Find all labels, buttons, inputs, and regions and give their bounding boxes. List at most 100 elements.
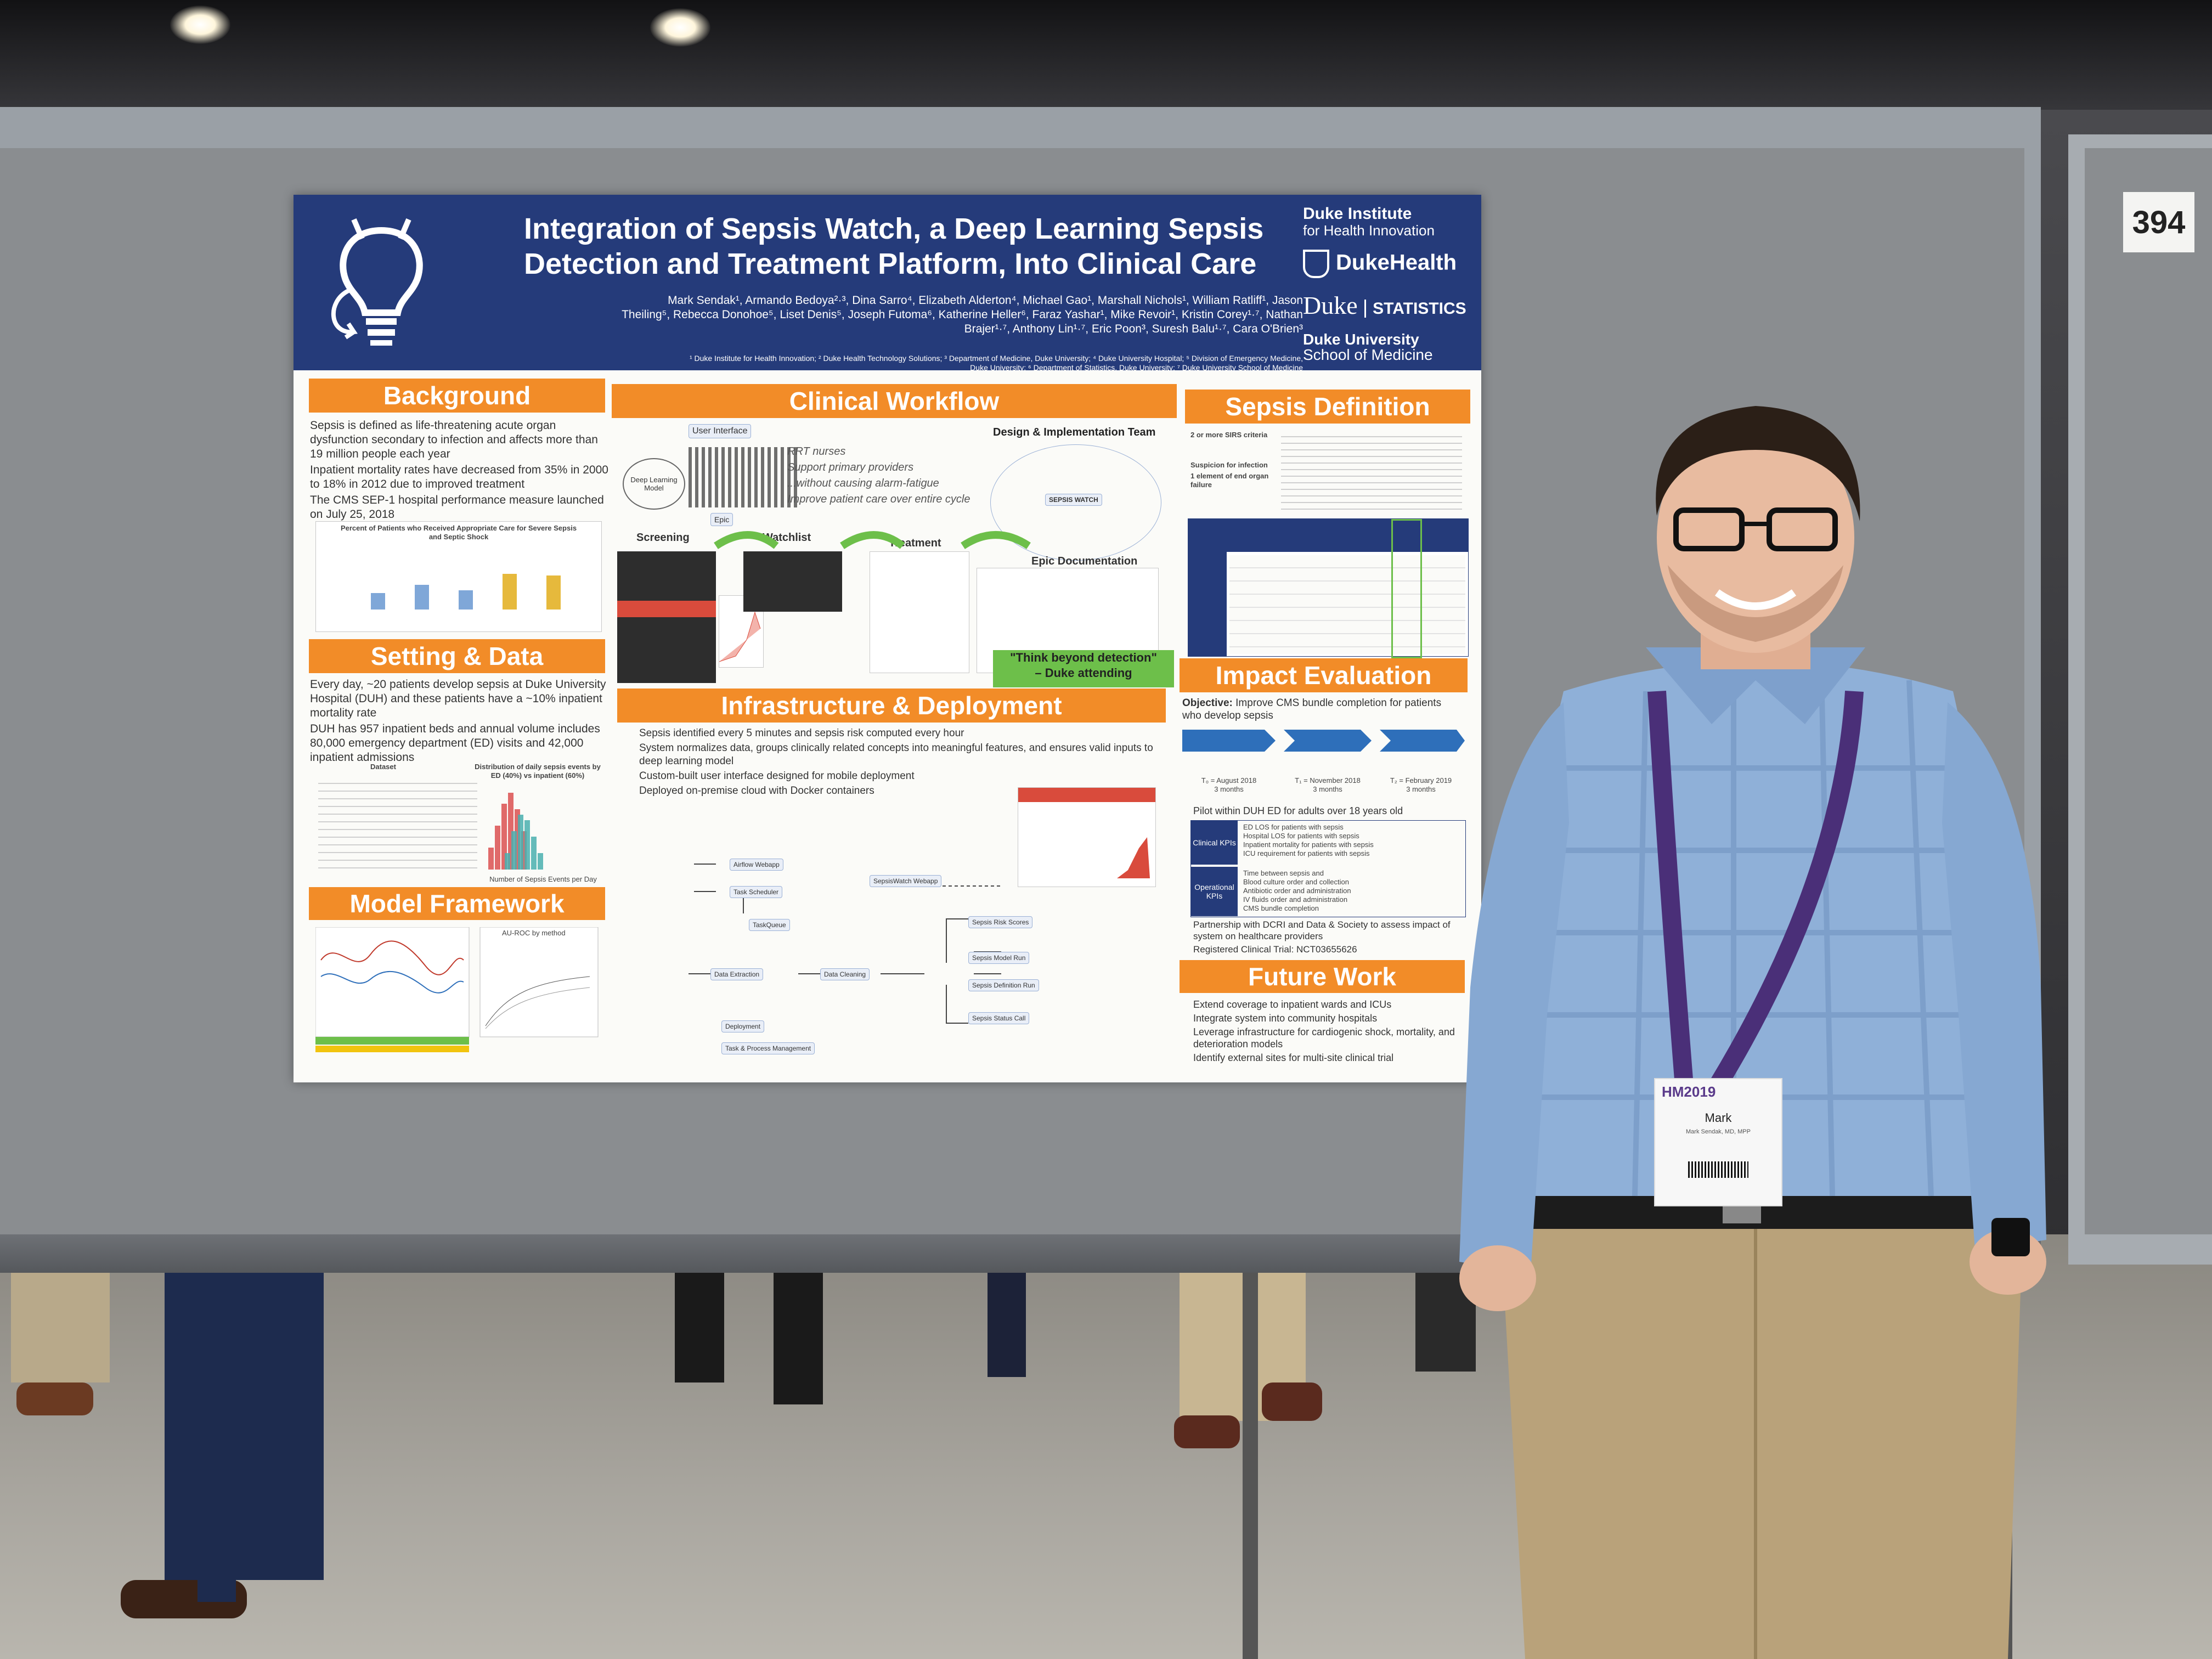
logo-school-of-medicine: Duke University School of Medicine bbox=[1303, 332, 1433, 363]
badge-full-name: Mark Sendak, MD, MPP bbox=[1686, 1128, 1751, 1135]
logo-subtext: STATISTICS bbox=[1364, 300, 1466, 318]
bullet: Leverage infrastructure for cardiogenic … bbox=[1193, 1026, 1455, 1049]
setting-bullets: Every day, ~20 patients develop sepsis a… bbox=[310, 678, 609, 766]
heading-model-framework: Model Framework bbox=[309, 887, 605, 920]
affiliations-line: ¹ Duke Institute for Health Innovation; … bbox=[689, 354, 1303, 363]
chart-bar bbox=[371, 593, 385, 610]
logo-text: Duke bbox=[1303, 291, 1358, 319]
stage-epic-documentation: Epic Documentation bbox=[1031, 555, 1138, 567]
heading-clinical-workflow: Clinical Workflow bbox=[612, 384, 1177, 418]
duke-shield-icon bbox=[1303, 250, 1329, 278]
node-sepsis-model-run: Sepsis Model Run bbox=[968, 952, 1030, 964]
team-diagram bbox=[990, 444, 1161, 561]
node-data-cleaning: Data Cleaning bbox=[820, 968, 870, 980]
staff-icon-grid bbox=[689, 447, 798, 507]
kpi-box: Clinical KPIs ED LOS for patients with s… bbox=[1190, 820, 1466, 917]
bullet: DUH has 957 inpatient beds and annual vo… bbox=[310, 723, 600, 764]
node-sepsis-definition-run: Sepsis Definition Run bbox=[968, 979, 1039, 991]
affiliations-line: Duke University; ⁶ Department of Statist… bbox=[970, 363, 1303, 372]
kpi-item: Time between sepsis and bbox=[1243, 869, 1324, 877]
node-task-scheduler: Task Scheduler bbox=[730, 886, 783, 898]
heading-background: Background bbox=[309, 379, 605, 413]
node-task-management: Task & Process Management bbox=[721, 1042, 815, 1054]
ceiling-light bbox=[650, 8, 710, 47]
background-bullets: Sepsis is defined as life-threatening ac… bbox=[310, 419, 609, 523]
timeline-chevrons bbox=[1182, 730, 1465, 752]
bullet: Extend coverage to inpatient wards and I… bbox=[1193, 999, 1392, 1010]
phone-chart bbox=[1117, 837, 1150, 878]
definition-criteria-list bbox=[1281, 431, 1462, 513]
operational-kpis-label: Operational KPIs bbox=[1191, 867, 1238, 916]
logo-subtext: for Health Innovation bbox=[1303, 222, 1435, 239]
bullet: Registered Clinical Trial: NCT03655626 bbox=[1193, 944, 1357, 955]
goal-rrt: RRT nurses bbox=[787, 445, 846, 458]
future-bullets: Extend coverage to inpatient wards and I… bbox=[1193, 998, 1468, 1065]
node-sepsis-risk-scores: Sepsis Risk Scores bbox=[968, 916, 1033, 928]
bullet: Deployed on-premise cloud with Docker co… bbox=[639, 785, 874, 797]
workflow-goals: RRT nurses Support primary providers ...… bbox=[787, 444, 985, 508]
authors-line: Mark Sendak¹, Armando Bedoya²·³, Dina Sa… bbox=[668, 294, 1303, 307]
sepsis-watch-node: SEPSIS WATCH bbox=[1045, 494, 1102, 506]
kpi-item: IV fluids order and administration bbox=[1243, 895, 1348, 904]
impact-pilot: Pilot within DUH ED for adults over 18 y… bbox=[1193, 805, 1403, 816]
user-interface-box: User Interface bbox=[689, 424, 752, 438]
sepsis-histogram bbox=[488, 793, 543, 870]
node-sepsis-status-call: Sepsis Status Call bbox=[968, 1012, 1030, 1024]
table-cells bbox=[1229, 555, 1465, 654]
kpi-item: Blood culture order and collection bbox=[1243, 878, 1349, 886]
logo-text: DukeHealth bbox=[1336, 250, 1457, 275]
background-chart: Percent of Patients who Received Appropr… bbox=[315, 521, 602, 632]
clinical-kpi-list: ED LOS for patients with sepsis Hospital… bbox=[1243, 823, 1463, 858]
t2-duration: 3 months bbox=[1406, 785, 1436, 793]
clinical-kpis-label: Clinical KPIs bbox=[1191, 821, 1238, 865]
heading-impact-evaluation: Impact Evaluation bbox=[1180, 658, 1468, 692]
bullet: Custom-built user interface designed for… bbox=[639, 770, 915, 782]
chart-bar bbox=[546, 575, 561, 610]
bullet: Sepsis is defined as life-threatening ac… bbox=[310, 419, 598, 460]
node-deployment: Deployment bbox=[721, 1020, 765, 1032]
dataset-details bbox=[318, 776, 477, 875]
histogram-xlabel: Number of Sepsis Events per Day bbox=[489, 875, 597, 883]
board-number-sign: 394 bbox=[2123, 192, 2194, 252]
impact-objective: Objective: Improve CMS bundle completion… bbox=[1182, 697, 1462, 722]
bullet: Integrate system into community hospital… bbox=[1193, 1013, 1378, 1024]
sirs-criteria: 2 or more SIRS criteria bbox=[1190, 431, 1268, 439]
chart-title: Percent of Patients who Received Appropr… bbox=[340, 524, 577, 541]
infra-bullets: Sepsis identified every 5 minutes and se… bbox=[639, 727, 1177, 799]
kpi-item: Inpatient mortality for patients with se… bbox=[1243, 840, 1374, 849]
dl-model-oval: Deep Learning Model bbox=[623, 458, 685, 510]
heading-future-work: Future Work bbox=[1180, 960, 1465, 993]
timeline-t2: T₂ = February 2019 3 months bbox=[1374, 776, 1468, 794]
t0-duration: 3 months bbox=[1214, 785, 1244, 793]
epic-box: Epic bbox=[710, 513, 733, 526]
quote-box: "Think beyond detection" – Duke attendin… bbox=[993, 650, 1174, 687]
ceiling-light bbox=[170, 5, 230, 44]
logo-dukehealth: DukeHealth bbox=[1303, 250, 1457, 278]
title-line: Integration of Sepsis Watch, a Deep Lear… bbox=[524, 212, 1264, 245]
poster-authors: Mark Sendak¹, Armando Bedoya²·³, Dina Sa… bbox=[524, 294, 1303, 336]
objective-text: Improve CMS bundle completion for patien… bbox=[1182, 697, 1442, 721]
poster-title: Integration of Sepsis Watch, a Deep Lear… bbox=[524, 211, 1281, 281]
screening-screenshot bbox=[617, 551, 716, 683]
auroc-title: AU-ROC by method bbox=[502, 929, 566, 937]
research-poster: Integration of Sepsis Watch, a Deep Lear… bbox=[294, 195, 1481, 1082]
bullet: Partnership with DCRI and Data & Society… bbox=[1193, 919, 1451, 941]
operational-kpi-list: Time between sepsis and Blood culture or… bbox=[1243, 869, 1463, 913]
title-line: Detection and Treatment Platform, Into C… bbox=[524, 247, 1257, 280]
background-visitors bbox=[11, 1262, 1476, 1618]
logo-text: Duke University bbox=[1303, 331, 1419, 348]
authors-line: Theiling⁵, Rebecca Donohoe⁵, Liset Denis… bbox=[622, 308, 1303, 321]
t0-label: T₀ = August 2018 bbox=[1201, 776, 1257, 785]
badge-logo: HM2019 bbox=[1662, 1084, 1716, 1100]
table-label-column bbox=[1188, 552, 1227, 656]
node-airflow-webapp: Airflow Webapp bbox=[730, 859, 783, 871]
quote-attribution: – Duke attending bbox=[1035, 666, 1132, 680]
logo-dihi: Duke Institute for Health Innovation bbox=[1303, 206, 1435, 239]
heading-setting-data: Setting & Data bbox=[309, 639, 605, 673]
histogram-title: Distribution of daily sepsis events by E… bbox=[475, 763, 601, 780]
chart-bar bbox=[503, 574, 517, 610]
risk-curve bbox=[719, 611, 761, 662]
end-organ-failure: 1 element of end organ failure bbox=[1190, 472, 1269, 489]
node-sepsiswatch-webapp: SepsisWatch Webapp bbox=[870, 875, 942, 887]
phone-header bbox=[1018, 788, 1155, 802]
